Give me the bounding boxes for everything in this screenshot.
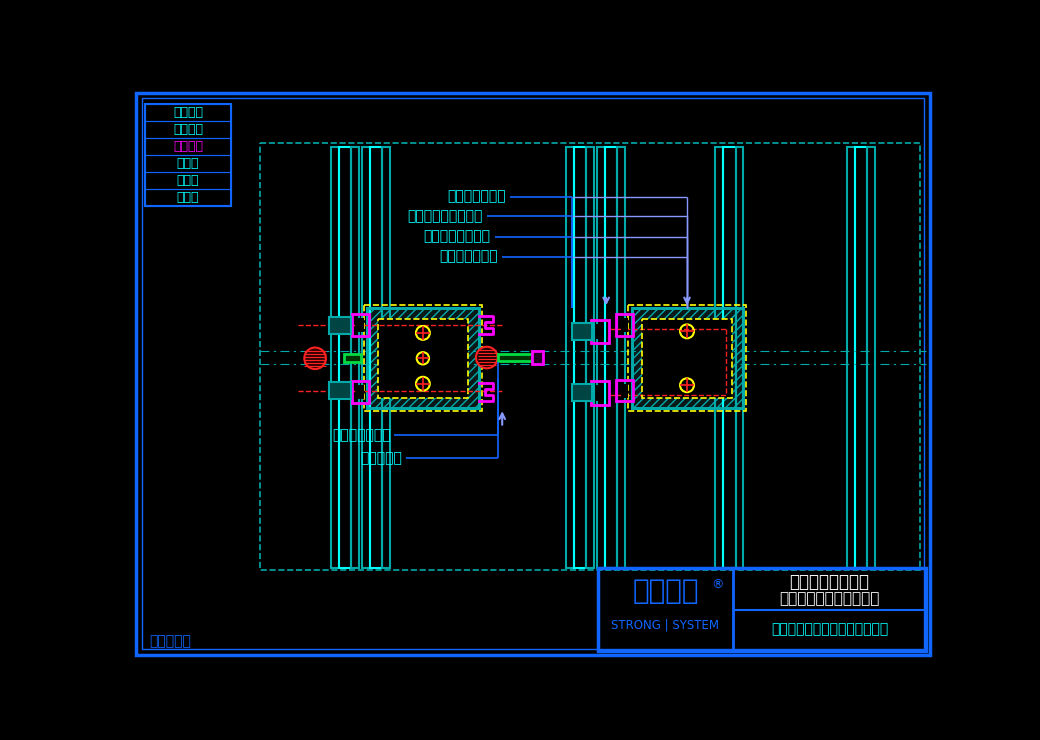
Bar: [367, 309, 479, 408]
Bar: [382, 147, 390, 568]
Text: 环保节能: 环保节能: [173, 123, 203, 136]
Bar: [566, 147, 574, 568]
Text: 专利产品！: 专利产品！: [150, 635, 191, 649]
Text: 凹型精制钢横梁: 凹型精制钢横梁: [447, 189, 506, 204]
Bar: [572, 323, 592, 340]
Bar: [716, 147, 723, 568]
Bar: [329, 382, 350, 399]
Bar: [353, 381, 369, 403]
Bar: [379, 319, 468, 397]
Bar: [867, 147, 875, 568]
Bar: [572, 385, 592, 401]
Bar: [848, 147, 855, 568]
Bar: [329, 317, 350, 334]
Text: STRONG | SYSTEM: STRONG | SYSTEM: [612, 619, 720, 632]
Bar: [598, 568, 926, 651]
Text: 铝合金玻璃附框: 铝合金玻璃附框: [440, 249, 498, 263]
Bar: [145, 189, 231, 206]
Bar: [145, 104, 231, 121]
Bar: [723, 147, 735, 568]
Bar: [332, 147, 339, 568]
Text: ®: ®: [711, 578, 724, 591]
Text: 铝合金压码: 铝合金压码: [360, 451, 402, 465]
Bar: [591, 381, 609, 405]
Bar: [591, 320, 609, 343]
Bar: [621, 318, 628, 332]
Bar: [145, 104, 231, 206]
Bar: [596, 386, 604, 400]
Bar: [364, 305, 483, 411]
Text: 立柱横梁连接托码: 立柱横梁连接托码: [423, 229, 491, 243]
Text: 大通透: 大通透: [177, 174, 200, 187]
Bar: [352, 147, 359, 568]
Bar: [367, 309, 479, 408]
Bar: [370, 147, 382, 568]
Bar: [344, 354, 361, 362]
Bar: [145, 121, 231, 138]
Text: 西创系统: 西创系统: [632, 577, 699, 605]
Bar: [616, 380, 633, 401]
Bar: [643, 319, 732, 397]
Bar: [379, 319, 468, 397]
Circle shape: [305, 348, 326, 369]
Bar: [357, 386, 364, 399]
Circle shape: [476, 347, 497, 369]
Text: 矩形精制钢全隐框: 矩形精制钢全隐框: [789, 573, 869, 591]
Text: （有附框）玻璃幕墙节点: （有附框）玻璃幕墙节点: [779, 591, 880, 606]
Bar: [735, 147, 744, 568]
Bar: [631, 309, 744, 408]
Bar: [597, 147, 604, 568]
Text: 大跨度: 大跨度: [177, 157, 200, 170]
Bar: [353, 314, 369, 336]
Bar: [628, 305, 747, 411]
Bar: [339, 147, 352, 568]
Bar: [604, 147, 617, 568]
Bar: [621, 384, 628, 397]
Bar: [362, 147, 370, 568]
Bar: [145, 155, 231, 172]
Text: 安全防火: 安全防火: [173, 106, 203, 119]
Bar: [587, 147, 594, 568]
Bar: [145, 172, 231, 189]
Text: 定制横梁插芯连接件: 定制横梁插芯连接件: [408, 209, 483, 223]
Bar: [574, 147, 587, 568]
Text: 西创金属科技（江苏）有限公司: 西创金属科技（江苏）有限公司: [771, 622, 888, 636]
Bar: [616, 314, 633, 336]
Bar: [855, 147, 867, 568]
Text: 不锈钢机制螺栓: 不锈钢机制螺栓: [332, 428, 391, 443]
Bar: [643, 319, 732, 397]
Text: 更纤细: 更纤细: [177, 191, 200, 204]
Bar: [497, 354, 532, 361]
Bar: [532, 352, 543, 363]
Bar: [631, 309, 744, 408]
Bar: [145, 138, 231, 155]
Bar: [260, 143, 920, 570]
Bar: [596, 323, 604, 339]
Bar: [357, 318, 364, 332]
Bar: [617, 147, 625, 568]
Text: 超级防腐: 超级防腐: [173, 140, 203, 153]
